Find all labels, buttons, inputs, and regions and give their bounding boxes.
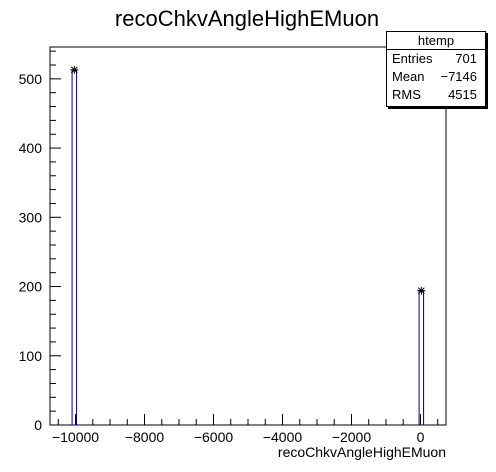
- stats-row-rms: RMS 4515: [387, 86, 485, 104]
- x-tick-label: −2000: [332, 429, 372, 445]
- x-axis: −10000 −8000 −6000 −4000 −2000 0: [52, 414, 439, 445]
- y-tick-label: 200: [19, 279, 43, 295]
- x-tick-label: −6000: [194, 429, 234, 445]
- y-tick-label: 0: [34, 417, 42, 433]
- x-tick-label: −10000: [52, 429, 99, 445]
- stats-rms-label: RMS: [392, 87, 421, 102]
- chart-title: recoChkvAngleHighEMuon: [115, 6, 379, 31]
- x-tick-label: −4000: [263, 429, 303, 445]
- stats-rms-value: 4515: [448, 87, 477, 102]
- stats-title: htemp: [387, 32, 485, 50]
- x-axis-title: recoChkvAngleHighEMuon: [278, 444, 446, 460]
- stats-mean-value: −7146: [440, 69, 477, 84]
- stats-box: htemp Entries 701 Mean −7146 RMS 4515: [386, 31, 486, 107]
- y-tick-label: 400: [19, 140, 43, 156]
- y-axis: 0 100 200 300 400 500: [19, 50, 61, 433]
- bars-layer: [71, 69, 425, 426]
- histogram-bar: [418, 290, 425, 426]
- y-tick-label: 500: [19, 71, 43, 87]
- markers-layer: [70, 65, 426, 295]
- data-point-marker: [70, 65, 79, 74]
- stats-entries-label: Entries: [392, 51, 433, 66]
- histogram-bar: [71, 69, 78, 426]
- y-tick-label: 100: [19, 348, 43, 364]
- data-point-marker: [417, 286, 426, 295]
- stats-row-mean: Mean −7146: [387, 68, 485, 86]
- x-tick-label: 0: [417, 429, 425, 445]
- y-tick-label: 300: [19, 209, 43, 225]
- x-tick-label: −8000: [125, 429, 165, 445]
- stats-mean-label: Mean: [392, 69, 425, 84]
- stats-entries-value: 701: [455, 51, 477, 66]
- stats-row-entries: Entries 701: [387, 50, 485, 68]
